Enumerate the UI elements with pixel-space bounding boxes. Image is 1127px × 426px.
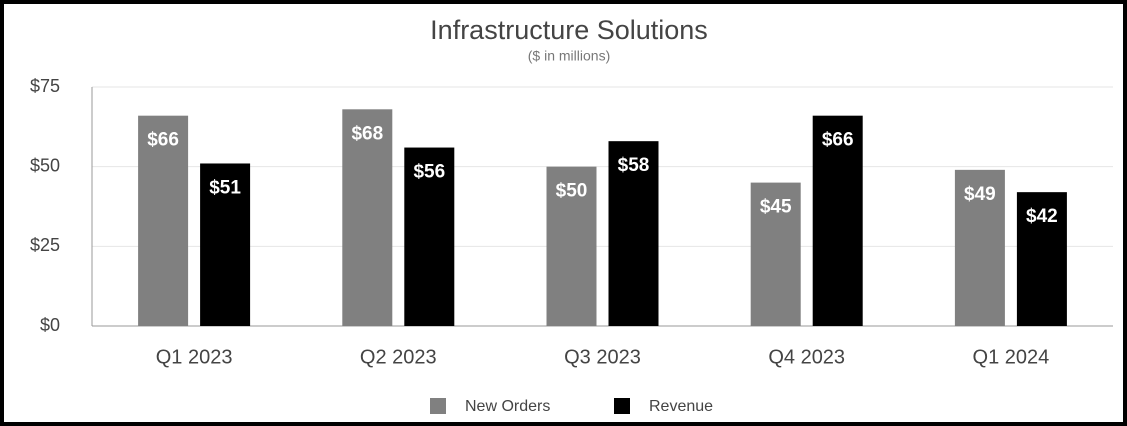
x-tick-label: Q2 2023 [360, 346, 437, 368]
bar [1016, 192, 1067, 326]
chart-title: Infrastructure Solutions [430, 15, 708, 45]
data-label: $56 [413, 162, 445, 183]
bar [812, 115, 863, 327]
legend-swatch [430, 398, 446, 414]
bar [342, 109, 393, 326]
data-label: $45 [760, 197, 792, 218]
bar [750, 182, 801, 326]
bar [546, 166, 597, 326]
x-tick-label: Q4 2023 [768, 346, 845, 368]
data-label: $68 [351, 123, 383, 144]
bar [138, 115, 189, 327]
data-label: $49 [964, 184, 996, 205]
bar [200, 163, 251, 326]
data-label: $66 [822, 130, 854, 151]
x-tick-label: Q1 2023 [156, 346, 233, 368]
bar [404, 147, 455, 326]
legend-label: Revenue [649, 398, 713, 415]
y-tick-label: $75 [30, 76, 60, 96]
data-label: $42 [1026, 206, 1058, 227]
x-tick-label: Q3 2023 [564, 346, 641, 368]
y-tick-label: $50 [30, 155, 60, 175]
data-label: $51 [209, 177, 241, 198]
bar [608, 141, 659, 326]
x-tick-label: Q1 2024 [973, 346, 1050, 368]
data-label: $66 [147, 130, 179, 151]
legend-label: New Orders [465, 398, 550, 415]
y-tick-label: $0 [40, 315, 60, 335]
data-label: $58 [618, 155, 650, 176]
chart-subtitle: ($ in millions) [528, 48, 610, 64]
y-tick-label: $25 [30, 235, 60, 255]
bar [954, 169, 1005, 326]
data-label: $50 [556, 181, 588, 202]
legend-swatch [614, 398, 630, 414]
